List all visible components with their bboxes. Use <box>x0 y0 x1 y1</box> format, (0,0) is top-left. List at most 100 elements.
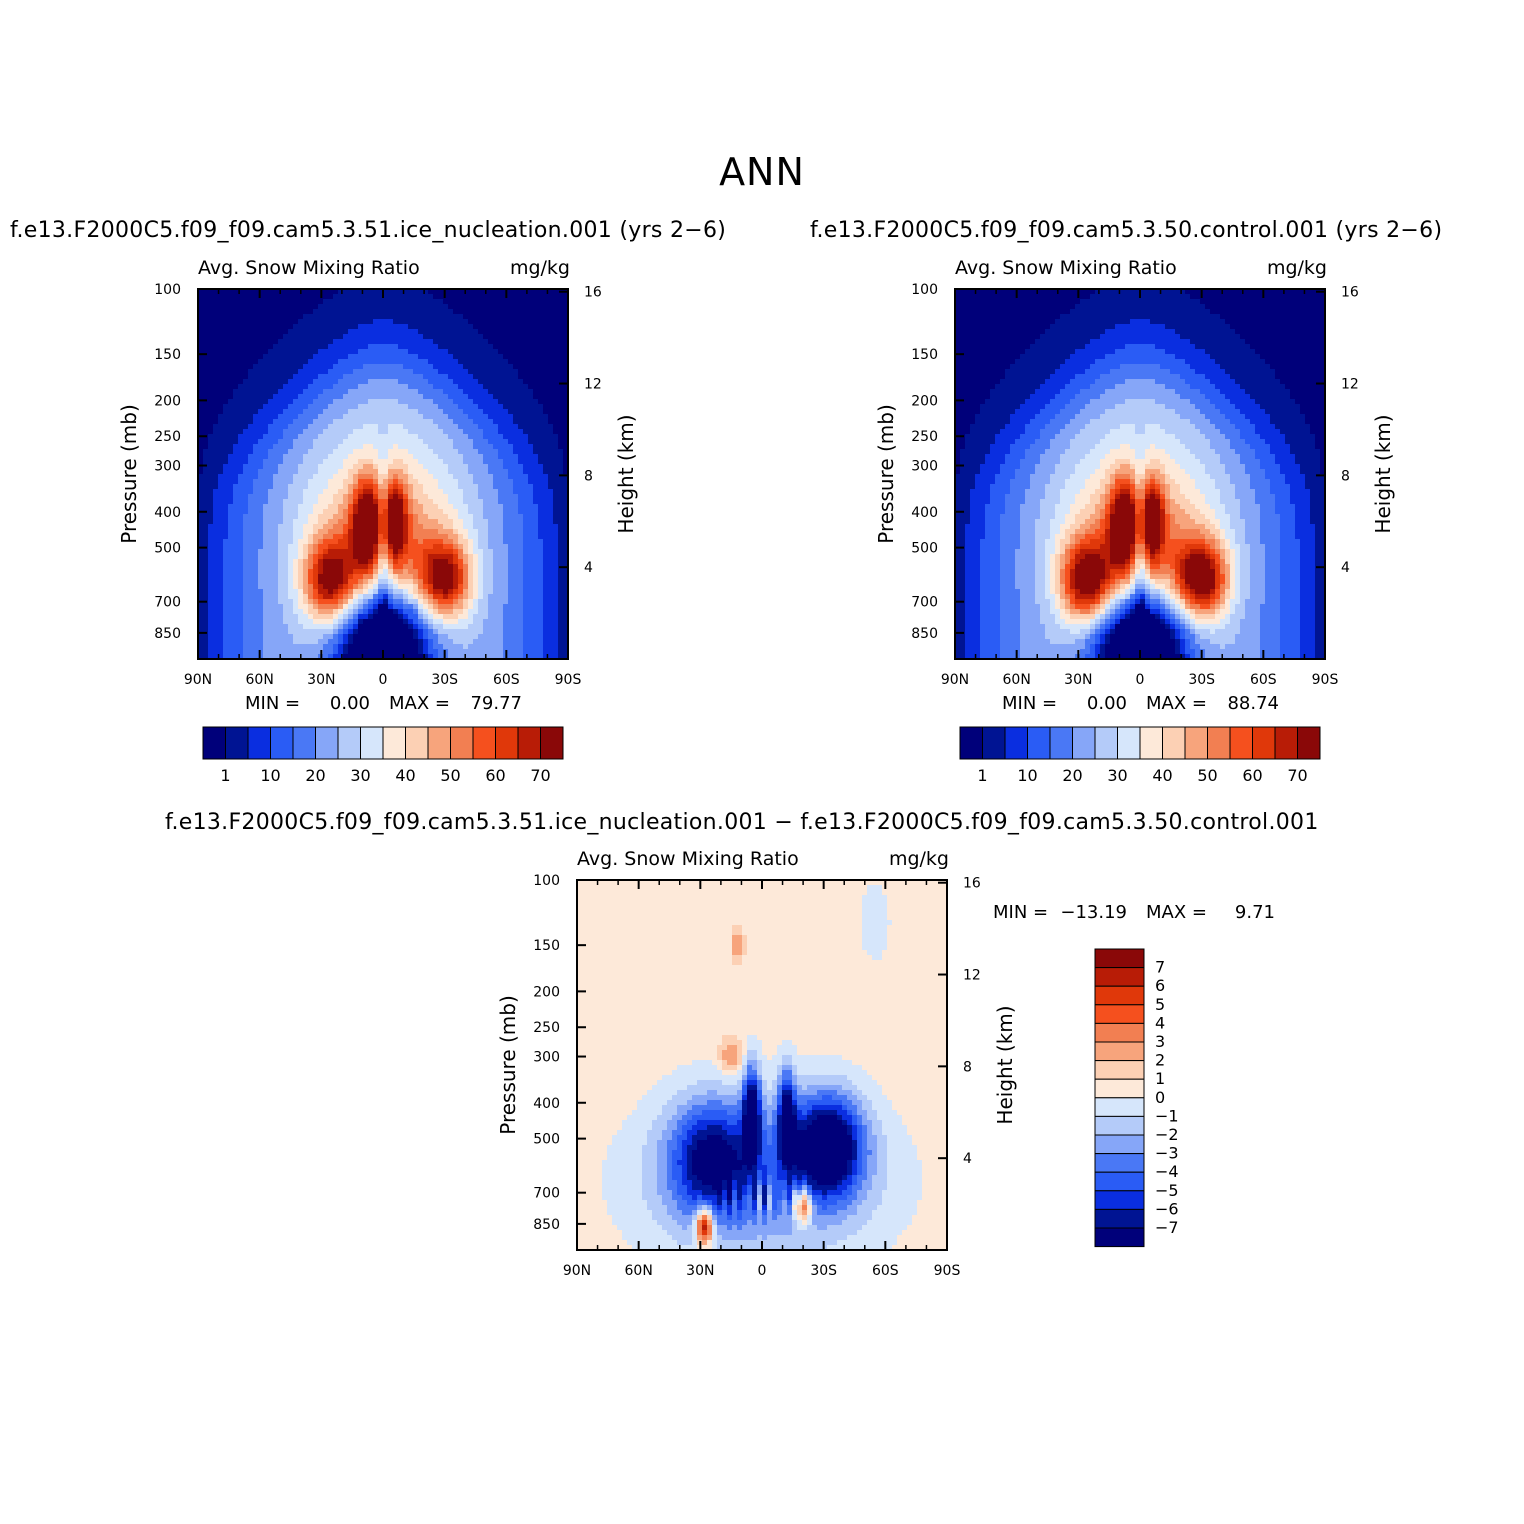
contour-cell <box>373 584 379 590</box>
contour-cell <box>278 334 284 340</box>
contour-cell <box>268 389 274 395</box>
contour-cell <box>468 564 474 570</box>
contour-cell <box>333 594 339 600</box>
contour-cell <box>253 394 259 400</box>
contour-cell <box>443 469 449 475</box>
contour-cell <box>263 299 269 305</box>
contour-cell <box>358 489 364 495</box>
contour-cell <box>488 524 494 530</box>
contour-cell <box>563 474 568 480</box>
contour-cell <box>303 309 309 315</box>
contour-cell <box>483 304 489 310</box>
contour-cell <box>563 369 568 375</box>
contour-cell <box>528 524 534 530</box>
contour-cell <box>328 484 334 490</box>
contour-cell <box>453 494 459 500</box>
contour-cell <box>478 369 484 375</box>
contour-cell <box>423 619 429 625</box>
contour-cell <box>258 389 264 395</box>
contour-cell <box>413 394 419 400</box>
contour-cell <box>478 309 484 315</box>
contour-cell <box>438 299 444 305</box>
contour-cell <box>363 324 369 330</box>
contour-cell <box>313 314 319 320</box>
contour-cell <box>218 394 224 400</box>
contour-cell <box>313 439 319 445</box>
contour-cell <box>553 579 559 585</box>
contour-cell <box>458 399 464 405</box>
contour-cell <box>318 419 324 425</box>
contour-cell <box>243 424 249 430</box>
contour-cell <box>378 359 384 365</box>
contour-cell <box>208 539 214 545</box>
contour-cell <box>483 544 489 550</box>
contour-cell <box>418 489 424 495</box>
contour-cell <box>383 309 389 315</box>
contour-cell <box>283 529 289 535</box>
contour-cell <box>293 499 299 505</box>
contour-cell <box>373 529 379 535</box>
contour-cell <box>453 509 459 515</box>
contour-cell <box>508 349 514 355</box>
contour-cell <box>548 539 554 545</box>
contour-cell <box>203 569 209 575</box>
contour-cell <box>198 304 204 310</box>
contour-cell <box>268 544 274 550</box>
contour-cell <box>323 489 329 495</box>
contour-cell <box>373 474 379 480</box>
contour-cell <box>233 349 239 355</box>
contour-cell <box>523 609 529 615</box>
contour-cell <box>553 574 559 580</box>
contour-cell <box>413 594 419 600</box>
contour-cell <box>333 289 339 295</box>
contour-cell <box>298 384 304 390</box>
contour-cell <box>453 559 459 565</box>
contour-cell <box>223 429 229 435</box>
contour-cell <box>218 334 224 340</box>
contour-cell <box>308 584 314 590</box>
contour-cell <box>478 324 484 330</box>
contour-cell <box>413 319 419 325</box>
contour-cell <box>408 344 414 350</box>
contour-cell <box>328 494 334 500</box>
contour-cell <box>373 509 379 515</box>
contour-cell <box>288 419 294 425</box>
contour-cell <box>453 319 459 325</box>
contour-cell <box>468 474 474 480</box>
contour-cell <box>313 319 319 325</box>
contour-cell <box>498 424 504 430</box>
contour-cell <box>348 389 354 395</box>
contour-cell <box>503 369 509 375</box>
contour-cell <box>483 384 489 390</box>
contour-cell <box>328 464 334 470</box>
contour-cell <box>328 394 334 400</box>
contour-cell <box>548 294 554 300</box>
contour-cell <box>203 524 209 530</box>
contour-cell <box>513 584 519 590</box>
contour-cell <box>323 484 329 490</box>
contour-cell <box>548 364 554 370</box>
contour-cell <box>428 419 434 425</box>
contour-cell <box>358 564 364 570</box>
contour-cell <box>233 624 239 630</box>
contour-cell <box>483 519 489 525</box>
contour-cell <box>293 559 299 565</box>
contour-cell <box>203 389 209 395</box>
contour-cell <box>548 619 554 625</box>
contour-cell <box>218 414 224 420</box>
contour-cell <box>373 499 379 505</box>
contour-cell <box>493 309 499 315</box>
contour-cell <box>213 464 219 470</box>
contour-cell <box>388 439 394 445</box>
contour-cell <box>248 594 254 600</box>
contour-cell <box>538 499 544 505</box>
contour-cell <box>493 324 499 330</box>
contour-cell <box>253 454 259 460</box>
contour-cell <box>233 414 239 420</box>
contour-cell <box>288 354 294 360</box>
contour-cell <box>273 329 279 335</box>
contour-cell <box>428 429 434 435</box>
contour-cell <box>543 479 549 485</box>
contour-cell <box>518 294 524 300</box>
contour-cell <box>433 304 439 310</box>
